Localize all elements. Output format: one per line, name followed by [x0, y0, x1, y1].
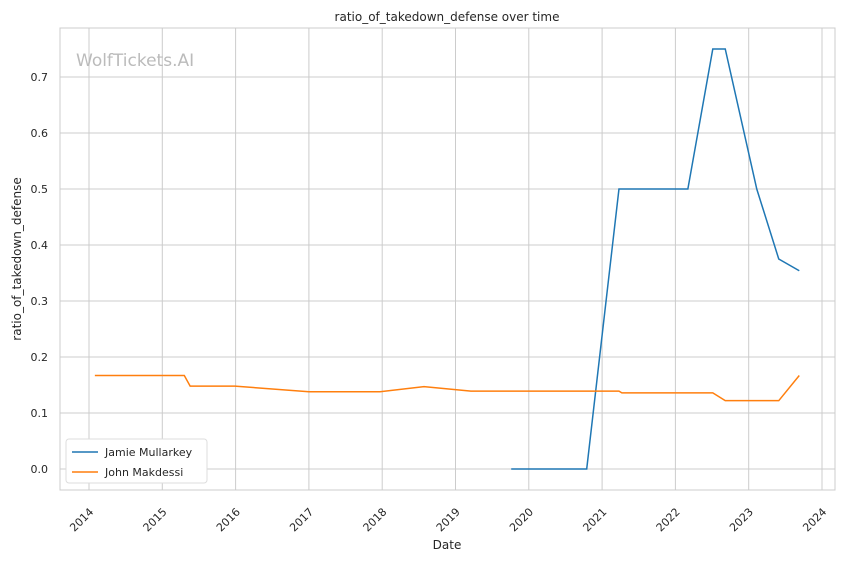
x-tick-label: 2021	[580, 505, 609, 534]
plot-frame	[59, 27, 836, 491]
y-tick-label: 0.2	[31, 351, 49, 364]
y-tick-label: 0.7	[31, 71, 49, 84]
y-tick-label: 0.6	[31, 127, 49, 140]
y-tick-label: 0.3	[31, 295, 49, 308]
x-tick-label: 2014	[67, 505, 96, 534]
x-tick-label: 2023	[727, 505, 756, 534]
x-tick-label: 2016	[214, 505, 243, 534]
x-tick-label: 2018	[361, 505, 390, 534]
legend: Jamie Mullarkey John Makdessi	[65, 438, 208, 484]
series-line-john-makdessi	[94, 374, 800, 402]
y-tick-label: 0.0	[31, 463, 49, 476]
x-tick-label: 2015	[141, 505, 170, 534]
x-tick-label: 2024	[800, 505, 829, 534]
y-tick-label: 0.1	[31, 407, 49, 420]
series-line-jamie-mullarkey	[511, 48, 800, 470]
x-tick-label: 2022	[654, 505, 683, 534]
watermark: WolfTickets.AI	[76, 51, 194, 71]
x-axis-label: Date	[433, 538, 462, 552]
x-tick-label: 2017	[287, 505, 316, 534]
y-axis-label: ratio_of_takedown_defense	[10, 177, 24, 340]
y-tick-label: 0.4	[31, 239, 49, 252]
legend-label-0: Jamie Mullarkey	[104, 446, 193, 459]
x-tick-label: 2019	[434, 505, 463, 534]
x-tick-label: 2020	[507, 505, 536, 534]
chart-title: ratio_of_takedown_defense over time	[335, 10, 560, 24]
y-tick-label: 0.5	[31, 183, 49, 196]
legend-label-1: John Makdessi	[104, 466, 183, 479]
